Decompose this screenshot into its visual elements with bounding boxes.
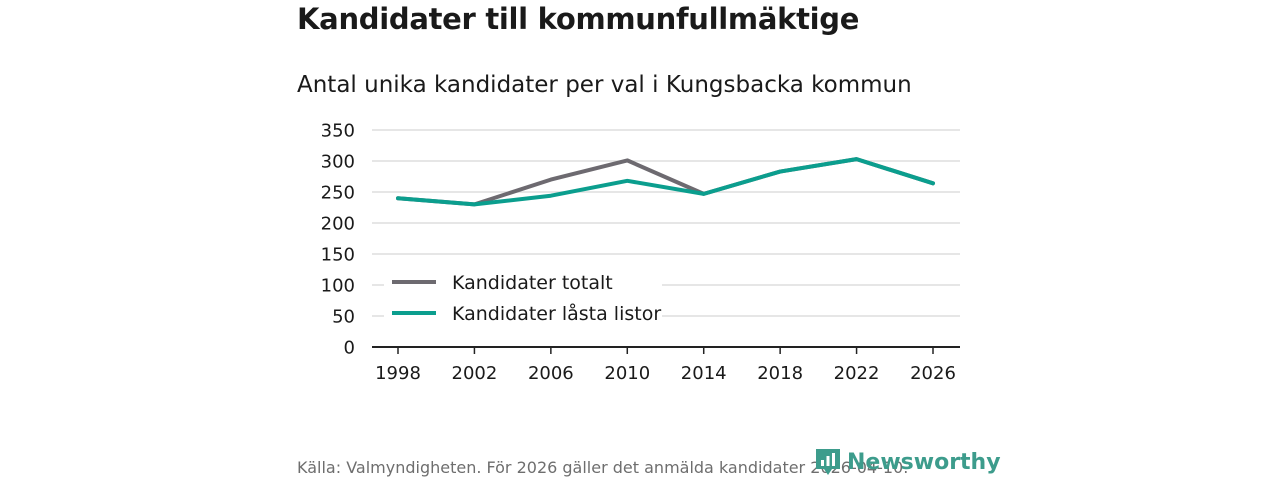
y-tick-label: 0: [344, 338, 355, 359]
source-note: Källa: Valmyndigheten. För 2026 gäller d…: [297, 458, 909, 477]
x-tick-label: 1998: [375, 363, 421, 384]
x-tick-label: 2010: [604, 363, 650, 384]
y-tick-label: 300: [321, 152, 355, 173]
y-tick-label: 200: [321, 214, 355, 235]
y-tick-label: 100: [321, 276, 355, 297]
x-tick-label: 2026: [910, 363, 956, 384]
series-lines: [396, 157, 935, 207]
y-axis-ticks: 0 50 100 150 200 250 300 350: [321, 121, 355, 359]
y-tick-label: 150: [321, 245, 355, 266]
series-line-locked: [396, 157, 935, 207]
series-line-total: [396, 157, 935, 207]
x-axis-ticks: 1998 2002 2006 2010 2014 2018 2022 2026: [375, 347, 956, 384]
legend-label-locked: Kandidater låsta listor: [452, 302, 661, 325]
x-tick-label: 2014: [681, 363, 727, 384]
legend-background: [384, 266, 662, 330]
brand-logo: Newsworthy: [815, 446, 1001, 478]
legend: Kandidater totalt Kandidater låsta listo…: [384, 266, 662, 330]
y-tick-label: 50: [332, 307, 355, 328]
brand-name: Newsworthy: [847, 449, 1001, 475]
chart-subtitle: Antal unika kandidater per val i Kungsba…: [297, 72, 912, 98]
newsworthy-logo-icon: [816, 449, 840, 475]
y-tick-label: 250: [321, 183, 355, 204]
x-tick-label: 2022: [834, 363, 880, 384]
x-tick-label: 2006: [528, 363, 574, 384]
chart-title: Kandidater till kommunfullmäktige: [297, 2, 860, 36]
y-tick-label: 350: [321, 121, 355, 142]
x-tick-label: 2018: [757, 363, 803, 384]
legend-label-total: Kandidater totalt: [452, 272, 613, 294]
x-tick-label: 2002: [452, 363, 498, 384]
